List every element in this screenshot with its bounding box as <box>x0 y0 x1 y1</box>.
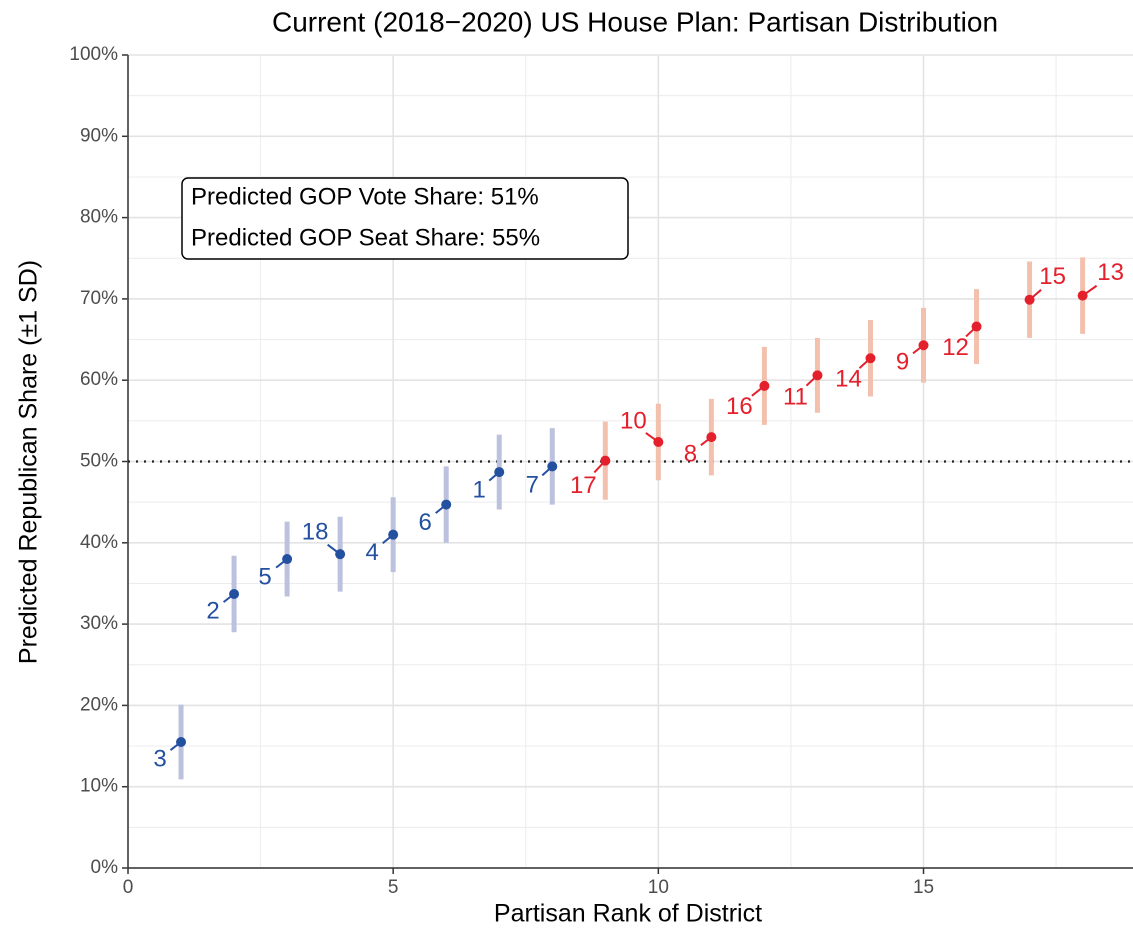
y-tick-label: 100% <box>69 44 118 65</box>
point-label: 10 <box>620 407 647 434</box>
y-tick-label: 90% <box>80 125 118 146</box>
chart-title: Current (2018−2020) US House Plan: Parti… <box>272 6 998 37</box>
point-label: 2 <box>206 597 219 624</box>
y-tick-label: 0% <box>91 857 119 878</box>
point <box>865 353 876 364</box>
point <box>176 736 187 747</box>
annotation-box <box>181 177 629 260</box>
point <box>335 549 346 560</box>
point-label: 6 <box>419 509 432 536</box>
point <box>282 554 293 565</box>
y-tick-label: 30% <box>80 613 118 634</box>
point-label: 8 <box>684 440 697 467</box>
point <box>441 499 452 510</box>
x-axis-title: Partisan Rank of District <box>494 900 762 928</box>
x-tick-label: 10 <box>648 877 669 898</box>
point <box>653 436 664 447</box>
point-label: 1 <box>473 476 486 503</box>
y-tick-label: 10% <box>80 776 118 797</box>
point-label: 3 <box>153 745 166 772</box>
point <box>971 321 982 332</box>
annotation-text: Predicted GOP Seat Share: 55% <box>191 224 540 251</box>
point-label: 17 <box>570 472 597 499</box>
point <box>918 340 929 351</box>
point-label: 16 <box>726 393 753 420</box>
point <box>600 455 611 466</box>
point <box>1024 294 1035 305</box>
point-label: 14 <box>835 366 862 393</box>
point <box>547 461 558 472</box>
y-tick-label: 20% <box>80 694 118 715</box>
point-label: 7 <box>526 472 539 499</box>
annotation-text: Predicted GOP Vote Share: 51% <box>191 183 539 210</box>
point-label: 18 <box>302 519 329 546</box>
point <box>388 529 399 540</box>
point <box>1077 290 1088 301</box>
point-label: 12 <box>942 334 969 361</box>
y-tick-label: 50% <box>80 451 118 472</box>
x-tick-label: 5 <box>388 877 399 898</box>
point <box>759 380 770 391</box>
point-label: 9 <box>896 349 909 376</box>
point-label: 15 <box>1039 263 1066 290</box>
point-label: 13 <box>1097 259 1124 286</box>
y-tick-label: 80% <box>80 207 118 228</box>
point <box>812 370 823 381</box>
point-label: 5 <box>258 563 271 590</box>
point <box>229 589 240 600</box>
x-tick-label: 15 <box>913 877 934 898</box>
point-label: 4 <box>365 539 378 566</box>
y-tick-label: 70% <box>80 288 118 309</box>
y-tick-label: 60% <box>80 369 118 390</box>
x-tick-label: 0 <box>123 877 134 898</box>
point-label: 11 <box>783 384 808 411</box>
y-axis-title: Predicted Republican Share (±1 SD) <box>15 260 43 664</box>
point <box>706 432 717 443</box>
y-tick-label: 40% <box>80 532 118 553</box>
point <box>494 467 505 478</box>
